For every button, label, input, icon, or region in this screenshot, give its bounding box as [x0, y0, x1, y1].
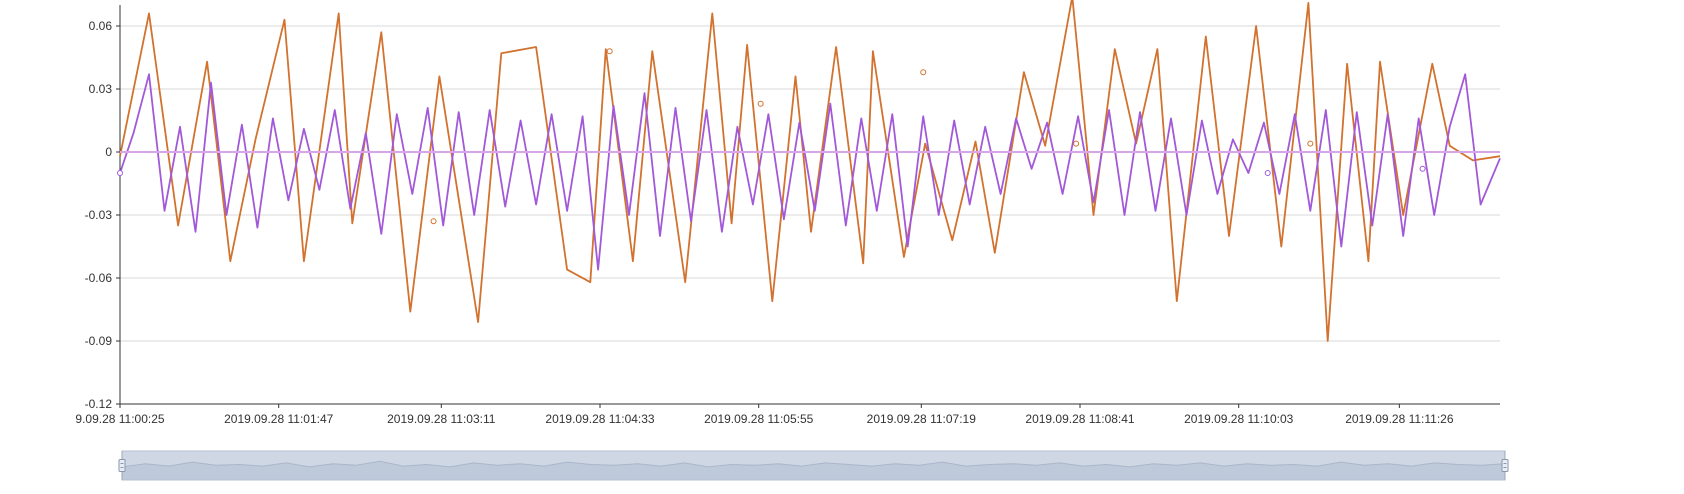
y-tick-label: 0.03 [89, 82, 113, 96]
x-tick-label: 9.09.28 11:00:25 [75, 412, 165, 426]
y-tick-label: 0 [105, 145, 112, 159]
zoom-selection-window[interactable] [121, 450, 1506, 481]
x-tick-labels: 9.09.28 11:00:25 2019.09.28 11:01:47 2019.… [75, 404, 1454, 426]
series-lines[interactable] [119, 0, 1501, 342]
y-tick-labels: 0.06 0.03 0 -0.03 -0.06 -0.09 -0.12 [85, 19, 120, 411]
x-tick-label: 2019.09.28 11:04:33 [545, 412, 655, 426]
zoom-handle-left[interactable] [118, 451, 126, 480]
series-marker[interactable] [117, 170, 123, 176]
series-marker[interactable] [1307, 140, 1314, 147]
series-marker[interactable] [757, 100, 764, 107]
y-tick-label: -0.03 [85, 208, 113, 222]
series-markers[interactable] [117, 48, 1426, 225]
y-tick-label: 0.06 [89, 19, 113, 33]
x-tick-label: 2019.09.28 11:05:55 [704, 412, 814, 426]
axes [119, 5, 1500, 405]
series-marker[interactable] [606, 48, 613, 55]
y-tick-label: -0.09 [85, 334, 113, 348]
x-tick-label: 2019.09.28 11:08:41 [1025, 412, 1135, 426]
series-marker[interactable] [430, 218, 437, 225]
series-marker[interactable] [1419, 165, 1426, 172]
x-tick-label: 2019.09.28 11:03:11 [387, 412, 496, 426]
data-zoom-slider[interactable] [118, 450, 1509, 481]
x-tick-label: 2019.09.28 11:10:03 [1184, 412, 1294, 426]
series-marker[interactable] [1264, 170, 1271, 176]
zoom-overview-area [121, 460, 1506, 481]
x-tick-label: 2019.09.28 11:11:26 [1345, 412, 1454, 426]
x-tick-label: 2019.09.28 11:01:47 [224, 412, 334, 426]
series-line-2[interactable] [119, 73, 1501, 271]
y-tick-label: -0.12 [85, 397, 113, 411]
handle-grip[interactable] [118, 459, 126, 472]
zoom-handle-right[interactable] [1501, 451, 1509, 480]
x-tick-label: 2019.09.28 11:07:19 [867, 412, 977, 426]
handle-grip[interactable] [1501, 459, 1509, 472]
series-marker[interactable] [920, 69, 927, 76]
y-tick-label: -0.06 [85, 271, 113, 285]
series-marker[interactable] [1073, 140, 1080, 147]
series-line-1[interactable] [119, 0, 1501, 342]
